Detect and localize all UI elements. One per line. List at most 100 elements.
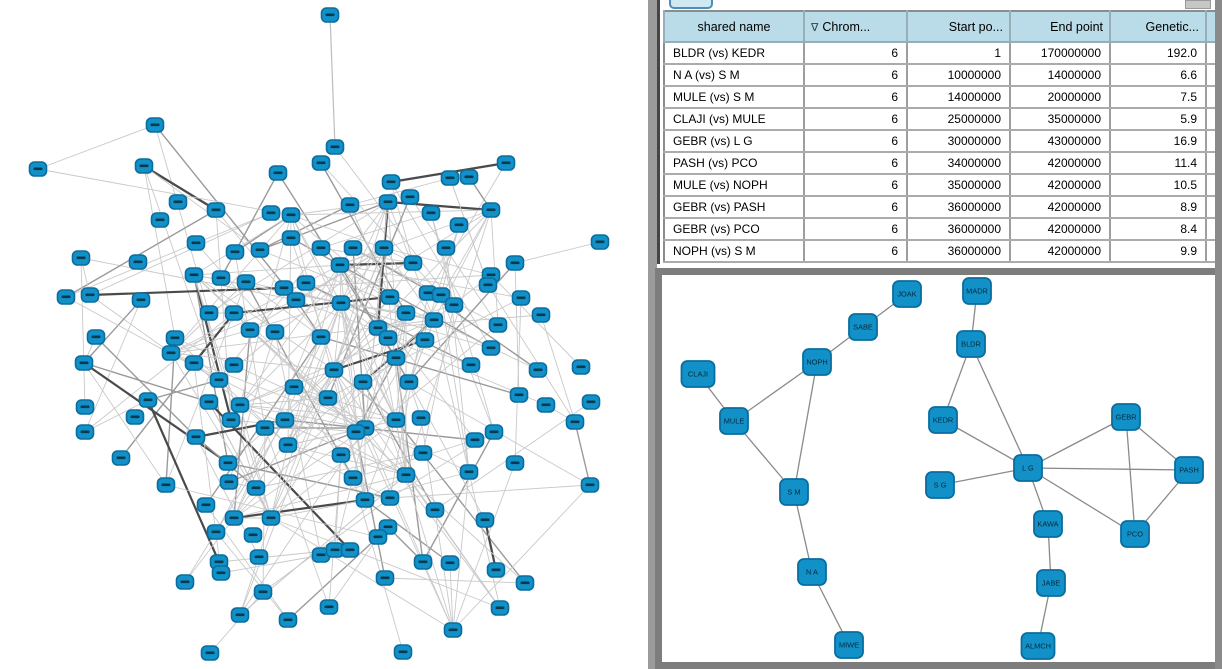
hairball-edge[interactable] — [408, 381, 486, 521]
table-tab-fragment[interactable] — [669, 0, 713, 9]
column-header-endpoint[interactable]: End point — [1009, 10, 1111, 43]
hairball-edge[interactable] — [37, 124, 156, 170]
node-shape[interactable] — [1174, 456, 1204, 484]
hairball-edge[interactable] — [83, 362, 229, 464]
hairball-edge[interactable] — [440, 224, 460, 296]
hairball-edge[interactable] — [395, 419, 407, 476]
hairball-edge[interactable] — [352, 439, 476, 479]
hairball-edge[interactable] — [333, 338, 426, 372]
node-shape[interactable] — [892, 280, 922, 308]
hairball-edge[interactable] — [170, 352, 366, 429]
hairball-edge[interactable] — [320, 162, 442, 296]
hairball-edge[interactable] — [290, 214, 342, 304]
hairball-edge[interactable] — [293, 386, 397, 421]
hairball-edge[interactable] — [245, 281, 322, 338]
hairball-edge[interactable] — [270, 419, 397, 519]
hairball-edge[interactable] — [287, 302, 342, 446]
hairball-edge[interactable] — [340, 302, 407, 476]
node-shape[interactable] — [848, 313, 878, 341]
hairball-edge[interactable] — [274, 331, 322, 556]
hairball-edge[interactable] — [195, 212, 272, 244]
table-row[interactable]: GEBR (vs) L G 6 30000000 43000000 16.9 — [664, 130, 1217, 153]
node-LG[interactable]: L G — [1013, 454, 1043, 482]
node-CLAJI[interactable]: CLAJI — [680, 360, 716, 388]
column-header-startpo[interactable]: Start po... — [906, 10, 1011, 43]
node-shape[interactable] — [1111, 403, 1141, 431]
hairball-edge[interactable] — [339, 264, 476, 441]
node-shape[interactable] — [1120, 520, 1150, 548]
table-row[interactable]: MULE (vs) NOPH 6 35000000 42000000 10.5 — [664, 174, 1217, 197]
node-KAWA[interactable]: KAWA — [1033, 510, 1063, 538]
hairball-edge[interactable] — [340, 302, 366, 501]
node-shape[interactable] — [1036, 569, 1066, 597]
hairball-edge[interactable] — [170, 214, 292, 354]
node-shape[interactable] — [719, 407, 749, 435]
node-shape[interactable] — [797, 558, 827, 586]
hairball-edge[interactable] — [37, 168, 292, 216]
hairball-edge[interactable] — [83, 362, 167, 486]
node-NOPH[interactable]: NOPH — [802, 348, 832, 376]
node-shape[interactable] — [956, 330, 986, 358]
node-PCO[interactable]: PCO — [1120, 520, 1150, 548]
hairball-edge[interactable] — [89, 212, 272, 296]
hairball-edge[interactable] — [259, 201, 389, 251]
hairball-edge[interactable] — [364, 312, 407, 429]
hairball-edge[interactable] — [287, 214, 292, 446]
hairball-edge[interactable] — [349, 204, 391, 298]
hairball-edge[interactable] — [154, 124, 297, 301]
hairball-edge[interactable] — [452, 471, 470, 631]
hairball-edge[interactable] — [239, 302, 342, 406]
hairball-edge[interactable] — [449, 177, 489, 286]
hairball-edge[interactable] — [290, 209, 492, 216]
hairball-edge[interactable] — [220, 172, 279, 279]
hairball-edge[interactable] — [239, 369, 335, 616]
hairball-edge[interactable] — [290, 214, 385, 249]
hairball-edge[interactable] — [270, 312, 407, 519]
hairball-edge[interactable] — [422, 431, 495, 563]
hairball-edge[interactable] — [483, 519, 498, 571]
hairball-edge[interactable] — [95, 336, 197, 438]
hairball-edge[interactable] — [320, 212, 432, 249]
hairball-edge[interactable] — [290, 214, 397, 421]
hairball-edge[interactable] — [320, 336, 520, 396]
hairball-edge[interactable] — [339, 264, 407, 314]
hairball-edge[interactable] — [233, 498, 366, 520]
hairball-edge[interactable] — [405, 474, 501, 609]
hairball-edge[interactable] — [340, 201, 389, 304]
hairball-edge[interactable] — [452, 484, 591, 631]
hairball-edge[interactable] — [270, 444, 289, 519]
hairball-edge[interactable] — [445, 247, 470, 473]
table-row[interactable]: GEBR (vs) PASH 6 36000000 42000000 8.9 — [664, 196, 1217, 219]
node-MADR[interactable]: MADR — [962, 277, 992, 305]
hairball-edge[interactable] — [80, 257, 86, 408]
hairball-edge[interactable] — [574, 421, 591, 486]
node-shape[interactable] — [802, 348, 832, 376]
hairball-edge[interactable] — [333, 201, 389, 371]
hairball-edge[interactable] — [287, 264, 341, 446]
hairball-edge[interactable] — [333, 312, 407, 371]
hairball-edge[interactable] — [208, 201, 389, 314]
hairball-edge[interactable] — [339, 264, 397, 421]
hairball-edge[interactable] — [389, 484, 591, 499]
hairball-edge[interactable] — [233, 427, 366, 519]
hairball-edge[interactable] — [364, 427, 501, 609]
hairball-edge[interactable] — [433, 319, 501, 609]
node-PASH[interactable]: PASH — [1174, 456, 1204, 484]
hairball-edge[interactable] — [333, 369, 397, 421]
hairball-edge[interactable] — [514, 297, 522, 464]
hairball-edge[interactable] — [340, 302, 407, 314]
hairball-edge[interactable] — [405, 474, 454, 631]
hairball-edge[interactable] — [334, 146, 455, 306]
hairball-edge[interactable] — [384, 577, 526, 584]
hairball-edge[interactable] — [349, 177, 451, 206]
hairball-edge[interactable] — [290, 201, 389, 216]
hairball-edge[interactable] — [328, 454, 342, 608]
node-shape[interactable] — [779, 478, 809, 506]
hairball-edge[interactable] — [147, 379, 220, 401]
column-header-sharedname[interactable]: shared name — [663, 10, 805, 43]
hairball-edge[interactable] — [320, 162, 407, 314]
hairball-edge[interactable] — [422, 304, 455, 454]
hairball-edge[interactable] — [514, 241, 601, 264]
hairball-edge[interactable] — [239, 404, 407, 476]
hairball-edge[interactable] — [284, 419, 476, 441]
